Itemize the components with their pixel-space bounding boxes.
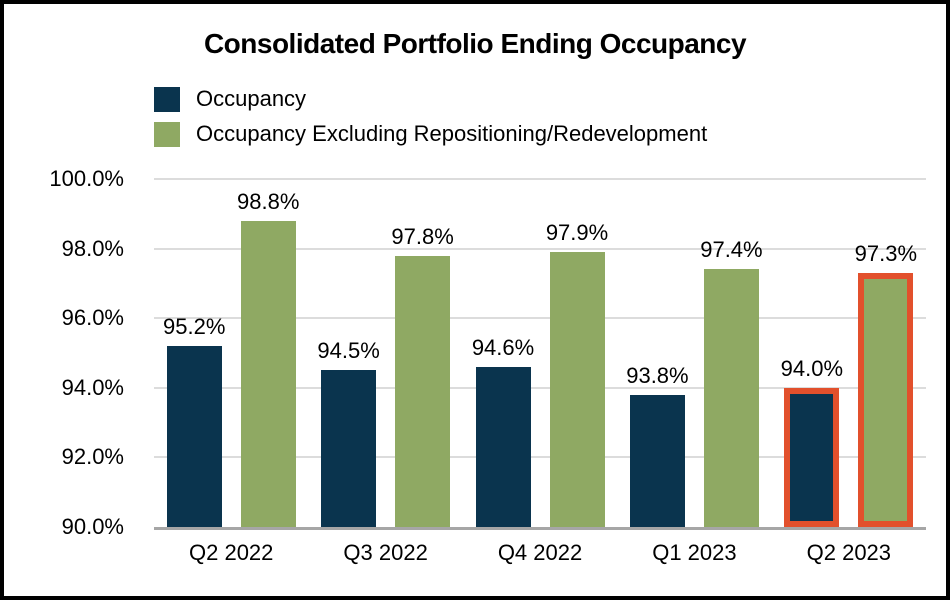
x-axis-category-label: Q1 2023 bbox=[652, 540, 737, 565]
bar-cell: 97.3% bbox=[855, 241, 917, 527]
bar bbox=[240, 220, 296, 527]
y-axis-tick-label: 92.0% bbox=[61, 444, 124, 470]
gridline bbox=[154, 386, 926, 389]
bar bbox=[475, 366, 531, 527]
bar-value-label: 94.6% bbox=[471, 334, 535, 360]
bar-value-label: 93.8% bbox=[626, 362, 689, 388]
y-axis-tick-label: 96.0% bbox=[61, 305, 124, 331]
plot-area: 95.2% 98.8% 94.5% 97.8% 94.6% 97.9% 93.8% 97.4%… bbox=[154, 178, 926, 530]
bar-group: 93.8% 97.4% bbox=[617, 179, 771, 527]
legend-label: Occupancy bbox=[196, 86, 307, 111]
x-axis-line bbox=[154, 527, 926, 530]
bar bbox=[629, 394, 685, 527]
bar-value-label: 95.2% bbox=[163, 314, 226, 340]
x-axis-category-label: Q2 2023 bbox=[806, 540, 892, 565]
bar-cell: 93.8% bbox=[626, 363, 689, 527]
x-axis-labels: Q2 2022 Q3 2022 Q4 2022 Q1 2023 Q2 2023 bbox=[154, 540, 926, 566]
bar bbox=[395, 255, 451, 527]
legend-item-occupancy: Occupancy bbox=[154, 86, 707, 112]
y-axis-tick-label: 90.0% bbox=[61, 514, 124, 539]
bar bbox=[549, 252, 605, 527]
bar-cell: 97.9% bbox=[546, 220, 608, 527]
bar bbox=[858, 272, 914, 527]
x-axis-category-label: Q3 2022 bbox=[343, 540, 428, 565]
bar-value-label: 94.5% bbox=[317, 338, 380, 364]
occupancy-excluding-swatch-icon bbox=[154, 121, 180, 147]
gridline bbox=[154, 456, 926, 459]
bar bbox=[166, 346, 222, 527]
y-axis-tick-label: 98.0% bbox=[61, 235, 124, 261]
bar-value-label: 94.0% bbox=[780, 355, 844, 381]
bar-cell: 94.5% bbox=[317, 338, 380, 527]
bar bbox=[321, 370, 377, 527]
gridline bbox=[154, 178, 926, 180]
bar-cell: 98.8% bbox=[237, 189, 299, 527]
bar-cell: 94.6% bbox=[472, 335, 534, 527]
bar-cell: 97.8% bbox=[391, 224, 454, 527]
bar bbox=[703, 269, 759, 527]
bar-cell: 95.2% bbox=[163, 314, 225, 527]
bar-group: 94.5% 97.8% bbox=[308, 179, 462, 527]
bar-value-label: 97.4% bbox=[700, 237, 763, 263]
y-axis-tick-label: 100.0% bbox=[49, 166, 124, 191]
bar-group: 94.0% 97.3% bbox=[772, 179, 926, 527]
bar bbox=[784, 387, 840, 527]
bar-groups: 95.2% 98.8% 94.5% 97.8% 94.6% 97.9% 93.8% 97.4%… bbox=[154, 179, 926, 527]
bar-value-label: 97.3% bbox=[854, 240, 918, 266]
bar-value-label: 97.8% bbox=[391, 223, 454, 249]
legend: Occupancy Occupancy Excluding Reposition… bbox=[154, 86, 707, 147]
gridline bbox=[154, 317, 926, 320]
gridline bbox=[154, 247, 926, 250]
bar-group: 95.2% 98.8% bbox=[154, 179, 308, 527]
x-axis-category-label: Q2 2022 bbox=[189, 540, 274, 565]
legend-label: Occupancy Excluding Repositioning/Redeve… bbox=[196, 121, 708, 146]
bar-cell: 94.0% bbox=[781, 356, 843, 527]
x-axis-category-label: Q4 2022 bbox=[497, 540, 583, 565]
legend-item-occupancy-excluding: Occupancy Excluding Repositioning/Redeve… bbox=[154, 121, 707, 147]
bar-cell: 97.4% bbox=[700, 237, 763, 527]
chart-title: Consolidated Portfolio Ending Occupancy bbox=[203, 28, 747, 59]
bar-value-label: 97.9% bbox=[545, 220, 609, 246]
bar-value-label: 98.8% bbox=[237, 188, 300, 214]
occupancy-swatch-icon bbox=[154, 86, 180, 112]
bar-group: 94.6% 97.9% bbox=[463, 179, 617, 527]
y-axis-tick-label: 94.0% bbox=[61, 374, 124, 400]
y-axis: 90.0% 92.0% 94.0% 96.0% 98.0% 100.0% bbox=[4, 166, 124, 539]
